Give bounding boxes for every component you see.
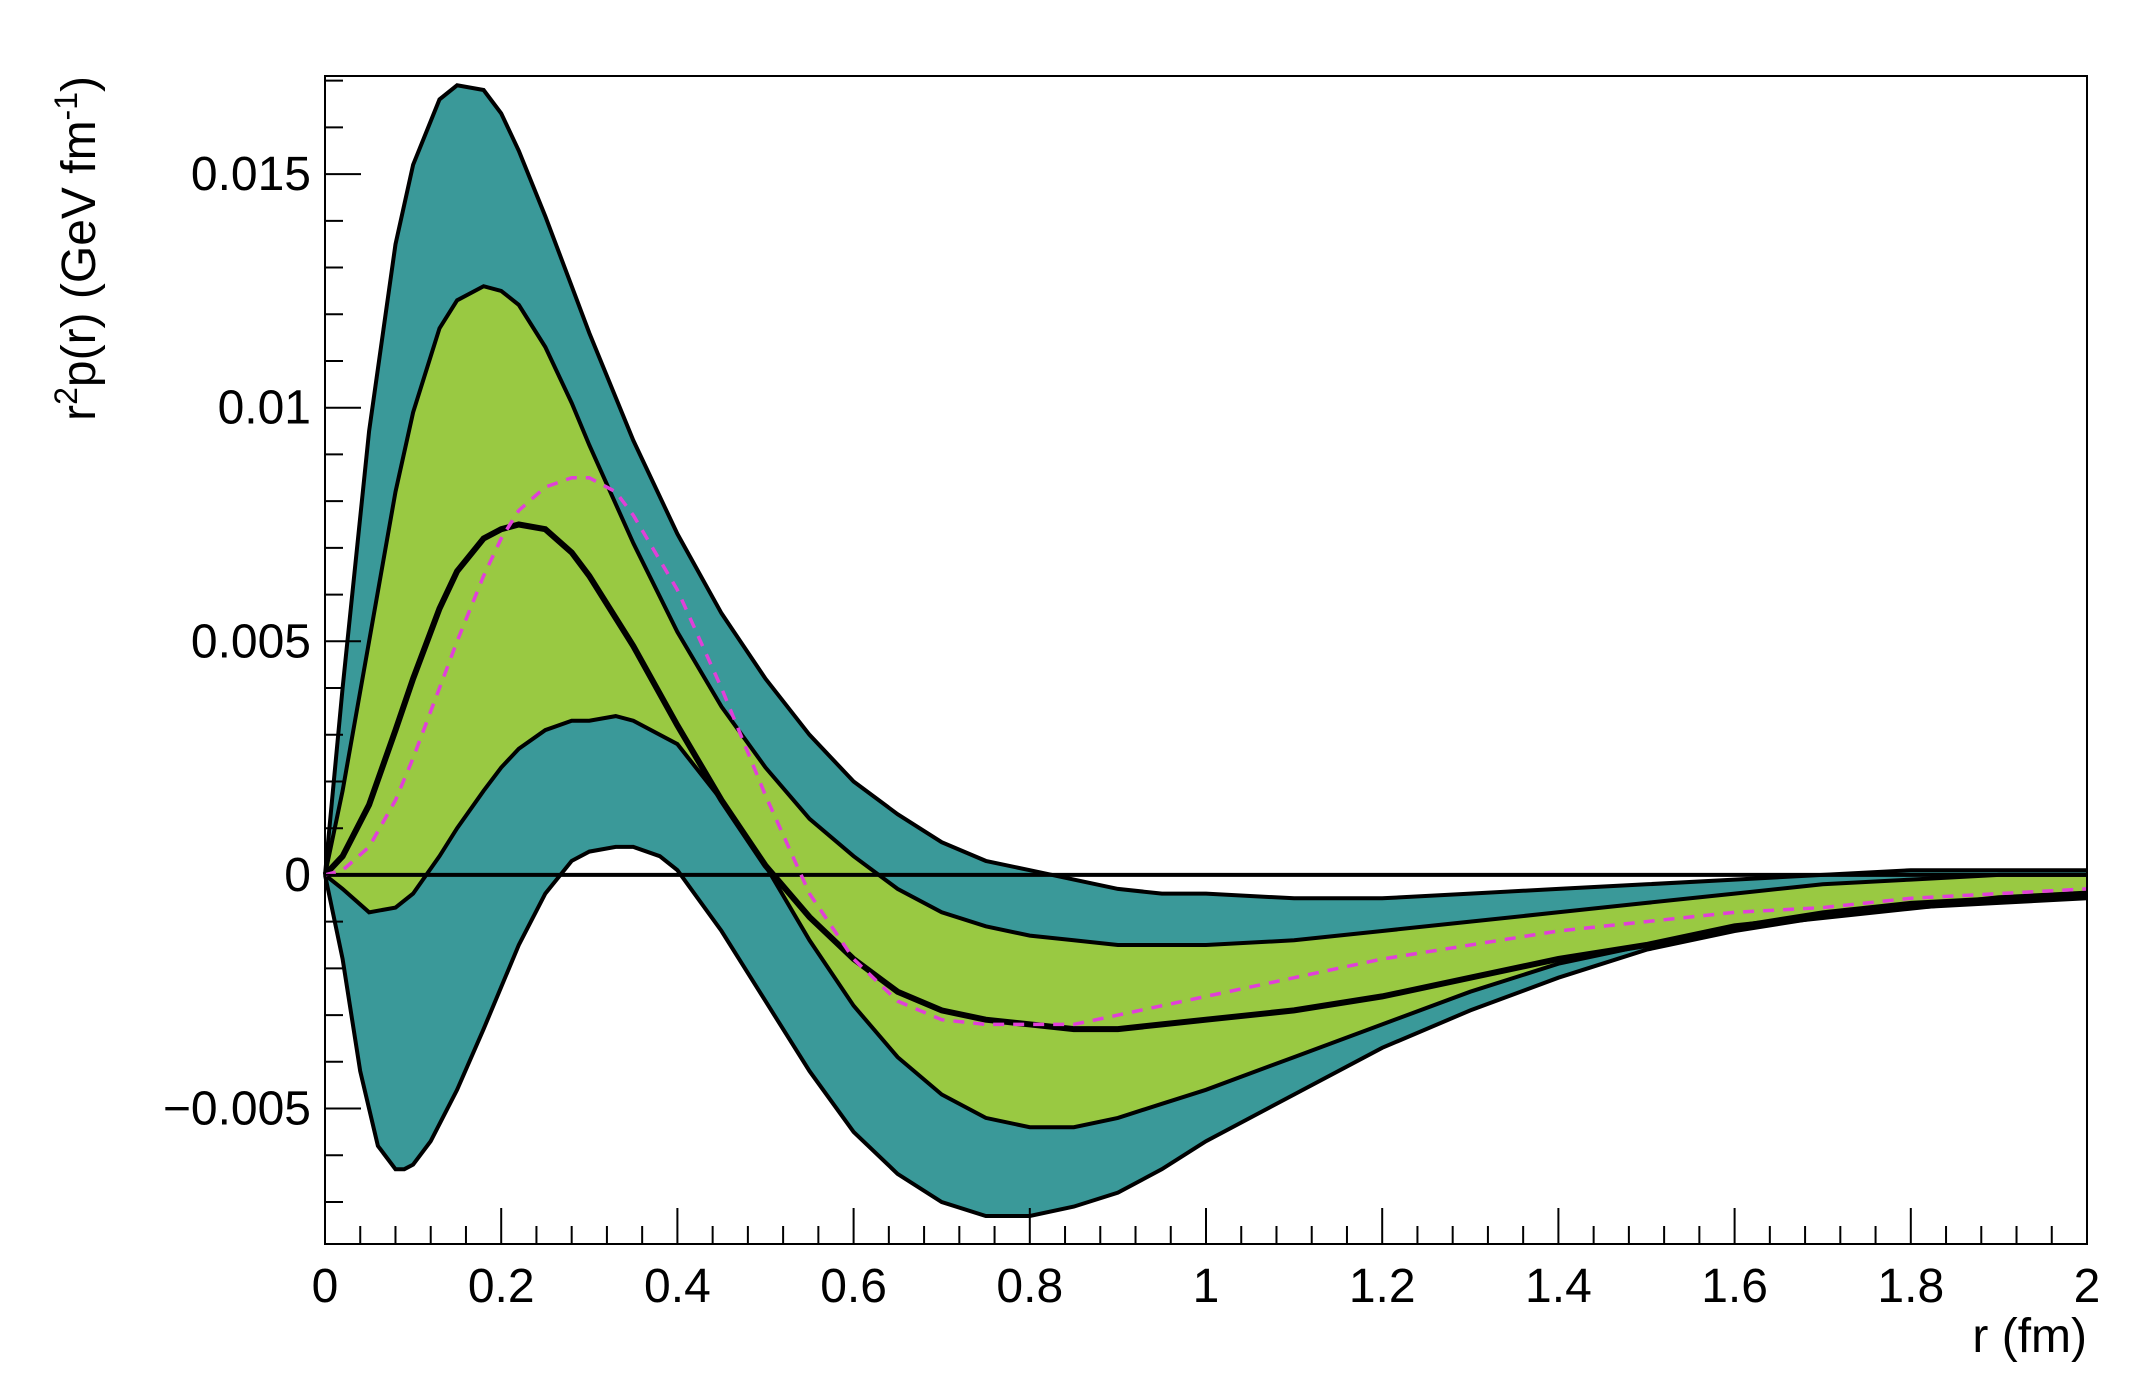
y-axis-title-base: r — [53, 405, 106, 421]
y-axis-title: r2p(r) (GeV fm-1) — [48, 76, 106, 421]
x-tick-label: 1.8 — [1877, 1260, 1944, 1313]
inner-band-fill — [325, 286, 2087, 1128]
x-tick-label: 0.2 — [468, 1260, 535, 1313]
y-axis-title-mid: p(r) (GeV fm — [53, 120, 106, 387]
y-tick-label: 0.005 — [191, 615, 311, 668]
y-tick-label: −0.005 — [163, 1083, 311, 1136]
y-tick-label: 0.01 — [218, 382, 311, 435]
x-tick-label: 1 — [1193, 1260, 1220, 1313]
x-tick-label: 1.2 — [1349, 1260, 1416, 1313]
x-axis-title: r (fm) — [1972, 1310, 2087, 1363]
y-axis-title-end: ) — [53, 76, 106, 92]
x-tick-label: 2 — [2074, 1260, 2101, 1313]
inner-band — [325, 286, 2087, 1128]
dashed-curve — [324, 476, 2088, 1027]
outer-lower-edge — [323, 844, 2088, 1218]
x-axis: 0 0.2 0.4 0.6 0.8 1 1.2 1.4 1.6 1.8 2 — [312, 1208, 2101, 1313]
x-tick-label: 1.6 — [1701, 1260, 1768, 1313]
y-tick-label: 0 — [284, 849, 311, 902]
x-tick-label: 0.6 — [820, 1260, 887, 1313]
y-axis-title-sup2: -1 — [48, 92, 84, 120]
inner-lower-edge — [323, 714, 2088, 1130]
x-tick-label: 0.4 — [644, 1260, 711, 1313]
inner-upper-edge — [323, 284, 2087, 947]
x-tick-label: 1.4 — [1525, 1260, 1592, 1313]
y-tick-label: 0.015 — [191, 148, 311, 201]
x-tick-label: 0 — [312, 1260, 339, 1313]
outer-upper-edge — [323, 83, 2087, 901]
band-edge-lines — [323, 83, 2088, 1218]
y-axis: −0.005 0 0.005 0.01 0.015 — [163, 79, 361, 1203]
central-curve — [322, 521, 2088, 1033]
x-tick-label: 0.8 — [996, 1260, 1063, 1313]
y-axis-title-sup1: 2 — [48, 387, 84, 405]
